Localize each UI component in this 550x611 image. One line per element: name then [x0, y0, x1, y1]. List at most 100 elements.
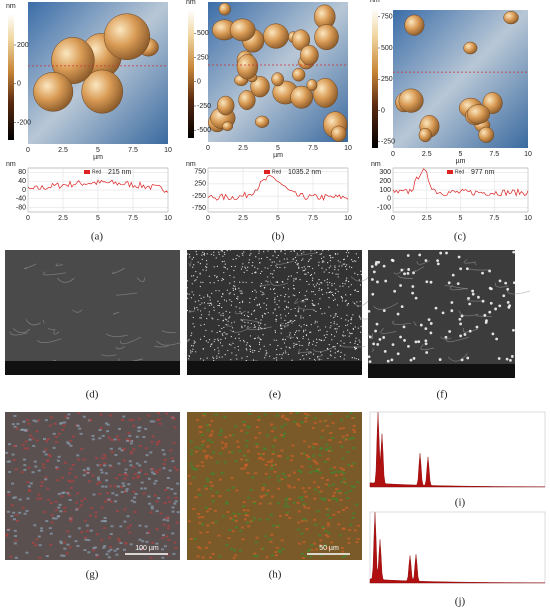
map-pixel	[151, 541, 155, 544]
map-pixel	[336, 470, 340, 473]
sem-particle	[295, 343, 297, 346]
map-pixel	[206, 480, 210, 483]
legend-swatch	[447, 170, 453, 174]
map-pixel	[300, 498, 304, 501]
map-pixel	[32, 419, 36, 422]
map-pixel	[312, 454, 316, 457]
map-pixel	[202, 450, 206, 453]
map-pixel	[247, 525, 251, 528]
sem-particle	[319, 298, 321, 300]
sem-particle	[309, 357, 311, 360]
sem-particle	[340, 351, 342, 354]
sem-particle	[217, 340, 219, 342]
map-pixel	[14, 556, 18, 559]
map-pixel	[325, 443, 329, 446]
map-pixel	[91, 474, 95, 477]
map-pixel	[273, 470, 277, 473]
sem-particle	[406, 254, 410, 257]
sem-particle	[242, 320, 244, 322]
sem-particle	[213, 266, 215, 268]
sem-particle	[189, 256, 191, 258]
sem-particle	[192, 266, 194, 268]
sem-particle	[424, 327, 428, 331]
map-pixel	[314, 443, 318, 446]
sem-particle	[327, 284, 329, 286]
afm-grain	[250, 76, 270, 98]
sem-particle	[218, 350, 220, 352]
map-pixel	[138, 445, 142, 448]
map-pixel	[147, 495, 151, 498]
map-pixel	[319, 490, 323, 493]
map-pixel	[262, 484, 266, 487]
sem-particle	[376, 280, 379, 284]
sem-particle	[192, 348, 194, 350]
sem-particle	[287, 278, 289, 280]
map-pixel	[151, 467, 155, 470]
sem-particle	[315, 344, 317, 347]
sem-particle	[322, 260, 324, 262]
map-pixel	[307, 507, 311, 510]
map-pixel	[48, 455, 52, 458]
map-pixel	[230, 451, 234, 454]
sem-particle	[318, 359, 320, 361]
map-pixel	[28, 438, 32, 441]
map-pixel	[176, 482, 180, 485]
sem-particle	[225, 333, 227, 335]
map-pixel	[283, 432, 287, 435]
sem-particle	[354, 272, 356, 274]
z-tick-label: 250	[197, 54, 209, 61]
map-pixel	[225, 501, 229, 504]
map-pixel	[314, 523, 318, 526]
map-pixel	[33, 524, 37, 527]
sem-particle	[290, 250, 292, 252]
map-pixel	[173, 492, 177, 495]
sem-particle	[267, 267, 269, 269]
sem-texture	[229, 326, 252, 333]
map-pixel	[200, 523, 204, 526]
map-pixel	[326, 522, 330, 525]
sem-particle	[357, 305, 359, 307]
sem-particle	[192, 323, 194, 325]
map-pixel	[26, 447, 30, 450]
map-pixel	[311, 426, 315, 429]
map-pixel	[244, 445, 248, 448]
sem-particle	[209, 299, 211, 301]
sem-particle	[349, 294, 352, 296]
sem-particle	[313, 358, 316, 361]
map-pixel	[40, 529, 44, 532]
sem-particle	[345, 324, 347, 327]
map-pixel	[124, 468, 128, 471]
sem-particle	[508, 304, 512, 308]
map-pixel	[170, 488, 174, 491]
sem-particle	[195, 271, 197, 273]
sem-particle	[323, 339, 325, 341]
map-pixel	[96, 482, 100, 485]
sem-particle	[201, 302, 203, 304]
panel-label: (f)	[437, 389, 448, 401]
sem-particle	[210, 253, 212, 255]
z-tick-label: -500	[197, 127, 211, 134]
sem-particle	[260, 290, 262, 292]
sem-particle	[190, 350, 192, 352]
sem-particle	[278, 300, 280, 302]
map-pixel	[203, 485, 207, 488]
map-pixel	[273, 427, 277, 430]
sem-particle	[335, 313, 337, 315]
sem-particle	[304, 269, 306, 271]
map-pixel	[44, 419, 48, 422]
map-pixel	[61, 429, 65, 432]
sem-particle	[199, 285, 201, 288]
map-pixel	[46, 487, 50, 490]
map-pixel	[342, 427, 346, 430]
sem-particle	[280, 294, 282, 296]
map-pixel	[36, 497, 40, 500]
sem-particle	[351, 266, 353, 269]
sem-particle	[293, 258, 295, 260]
sem-particle	[252, 349, 254, 352]
sem-particle	[312, 277, 314, 279]
map-pixel	[340, 546, 344, 549]
afm-grain	[291, 29, 311, 51]
sem-particle	[325, 269, 327, 271]
sem-particle	[399, 284, 402, 287]
colorbar	[188, 10, 194, 138]
